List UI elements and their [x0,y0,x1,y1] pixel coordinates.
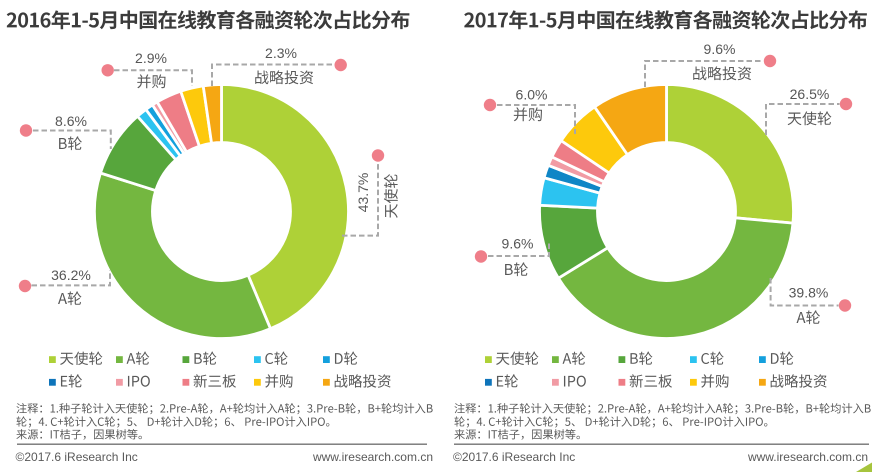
svg-text:www.iresearch.com.cn: www.iresearch.com.cn [312,450,433,464]
svg-text:©2017.6 iResearch Inc: ©2017.6 iResearch Inc [453,450,575,464]
svg-text:26.5%: 26.5% [790,86,830,102]
svg-text:2.3%: 2.3% [265,45,297,61]
svg-text:9.6%: 9.6% [502,236,534,252]
svg-text:8.6%: 8.6% [55,113,87,129]
svg-text:6.0%: 6.0% [516,87,548,103]
svg-text:www.iresearch.com.cn: www.iresearch.com.cn [747,450,868,464]
svg-text:36.2%: 36.2% [51,267,91,283]
svg-text:9.6%: 9.6% [704,41,736,57]
svg-text:©2017.6 iResearch Inc: ©2017.6 iResearch Inc [16,450,138,464]
svg-text:39.8%: 39.8% [789,285,829,301]
svg-text:43.7%: 43.7% [355,173,371,213]
svg-text:2.9%: 2.9% [135,50,167,66]
